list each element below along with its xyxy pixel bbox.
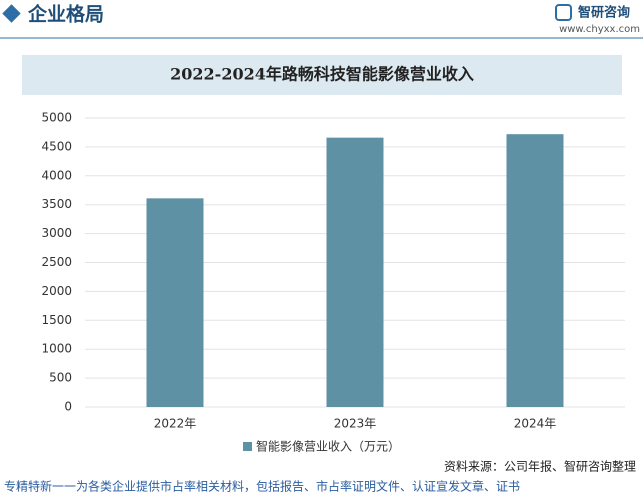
y-tick-label: 2000 — [41, 284, 72, 298]
y-tick-label: 1500 — [41, 313, 72, 327]
y-tick-label: 500 — [49, 371, 72, 385]
source: 资料来源：公司年报、智研咨询整理 — [444, 459, 636, 474]
y-tick-label: 5000 — [41, 111, 72, 125]
header-icon — [2, 4, 21, 23]
x-tick-label: 2024年 — [514, 417, 557, 431]
logo-mark — [555, 4, 572, 21]
y-tick-label: 0 — [64, 400, 72, 414]
legend-label: 智能影像营业收入（万元） — [256, 439, 400, 454]
bar — [506, 134, 564, 407]
x-tick-label: 2023年 — [334, 417, 377, 431]
y-tick-label: 3500 — [41, 197, 72, 211]
header-title: 企业格局 — [27, 3, 104, 26]
bar — [326, 137, 384, 408]
x-tick-label: 2022年 — [154, 417, 197, 431]
y-tick-label: 1000 — [41, 342, 72, 356]
footer: 专精特新一一为各类企业提供市占率相关材料，包括报告、市占率证明文件、认证宣发文章… — [4, 479, 520, 494]
y-tick-label: 4000 — [41, 168, 72, 182]
website: www.chyxx.com — [559, 24, 640, 35]
bar — [146, 198, 204, 407]
chart-title: 2022-2024年路畅科技智能影像营业收入 — [170, 65, 474, 84]
y-tick-label: 3000 — [41, 226, 72, 240]
y-tick-label: 2500 — [41, 255, 72, 269]
logo-text: 智研咨询 — [578, 5, 630, 21]
y-tick-label: 4500 — [41, 139, 72, 153]
title-band — [22, 55, 622, 95]
legend-swatch — [243, 442, 252, 451]
